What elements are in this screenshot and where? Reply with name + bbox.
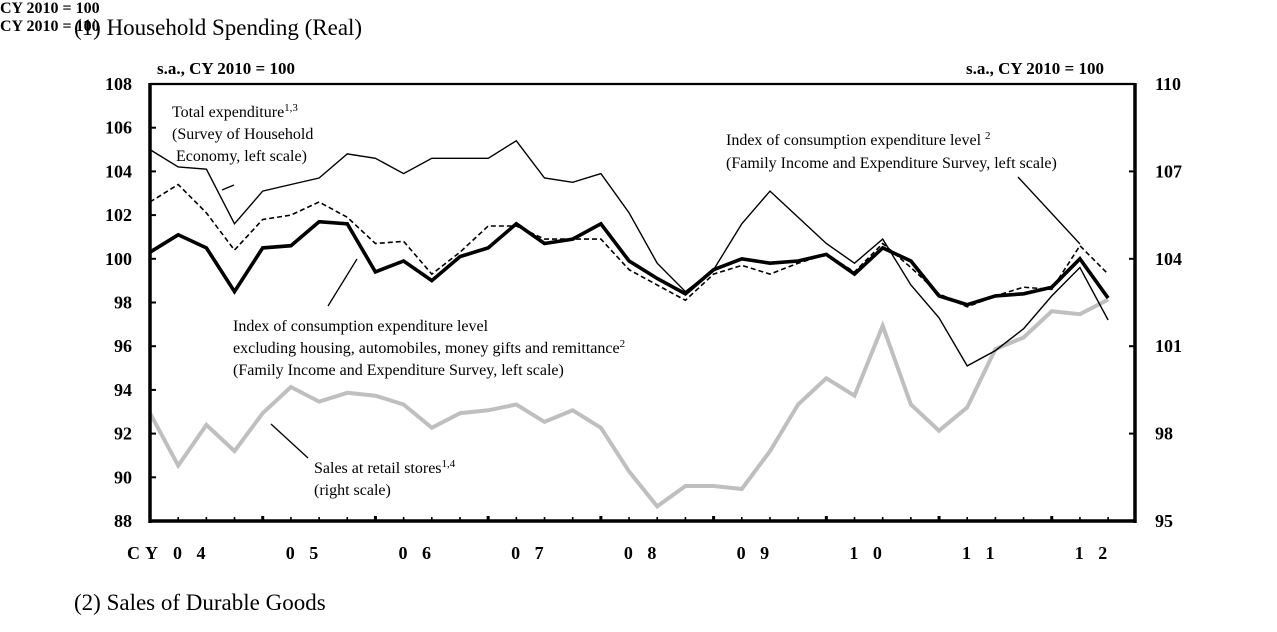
axes-layer: 108 106 104 102 100 98 96 94 92 90 88 110 107 104 101 9…: [105, 74, 1182, 563]
x-year-label: 0 8: [624, 543, 662, 563]
left-tick-label: 100: [105, 249, 132, 269]
left-tick-label: 106: [105, 118, 132, 138]
annotation-consumption-index-line1: Index of consumption expenditure level 2: [726, 130, 991, 149]
left-tick-label: 94: [114, 380, 132, 400]
x-year-label: 0 5: [286, 543, 324, 563]
x-year-label: 0 6: [398, 543, 436, 563]
x-year-label: 0 9: [737, 543, 775, 563]
left-tick-label: 92: [114, 424, 132, 444]
annotation-consumption-excl-line1: Index of consumption expenditure level: [233, 318, 489, 335]
x-year-label: 1 0: [849, 543, 887, 563]
x-axis-prefix-label: CY: [127, 543, 163, 563]
leader-consumption-index-excl: [327, 258, 358, 307]
left-tick-label: 102: [105, 205, 132, 225]
right-tick-label: 98: [1155, 424, 1173, 444]
leader-retail-sales: [270, 423, 309, 459]
left-tick-label: 108: [105, 74, 132, 94]
annotation-total-expenditure-line3: Economy, left scale): [172, 148, 307, 165]
left-tick-label: 98: [114, 293, 132, 313]
left-tick-label: 104: [105, 161, 132, 181]
x-year-label: 1 2: [1075, 543, 1113, 563]
series-layer: [148, 139, 1110, 510]
panel2-left-unit-label: CY 2010 = 100: [0, 0, 100, 17]
right-tick-label: 101: [1155, 336, 1182, 356]
panel-title-durable-goods: (2) Sales of Durable Goods: [74, 590, 326, 615]
annotation-consumption-excl-line3: (Family Income and Expenditure Survey, l…: [233, 362, 564, 379]
panel-title-household-spending: (1) Household Spending (Real): [74, 15, 363, 40]
series-line-0: [149, 139, 1109, 367]
annotation-total-expenditure-line2: (Survey of Household: [172, 126, 313, 143]
x-year-label: 0 7: [511, 543, 549, 563]
left-tick-label: 88: [114, 511, 132, 531]
annotation-leaders: [221, 176, 1081, 459]
right-tick-label: 95: [1155, 511, 1173, 531]
leader-consumption-index: [1017, 176, 1081, 245]
right-tick-label: 104: [1155, 249, 1182, 269]
left-tick-label: 90: [114, 467, 132, 487]
right-tick-label: 110: [1155, 74, 1181, 94]
series-line-1: [149, 183, 1109, 308]
annotation-consumption-excl-line2: excluding housing, automobiles, money gi…: [233, 338, 625, 357]
leader-total-expenditure: [221, 184, 235, 191]
x-year-label: 0 4: [173, 543, 211, 563]
annotation-total-expenditure-line1: Total expenditure1,3: [172, 102, 298, 121]
x-year-label: 1 1: [962, 543, 1000, 563]
left-tick-label: 96: [114, 336, 132, 356]
panel2-right-unit-label: CY 2010 = 100: [0, 18, 100, 35]
annotation-layer: Total expenditure1,3 (Survey of Househol…: [172, 102, 1057, 499]
right-tick-label: 107: [1155, 161, 1182, 181]
series-line-3: [148, 297, 1110, 510]
series-line-2: [149, 219, 1110, 307]
right-axis-unit-label: s.a., CY 2010 = 100: [966, 59, 1104, 78]
annotation-consumption-index-line2: (Family Income and Expenditure Survey, l…: [726, 155, 1057, 172]
annotation-retail-sales-line1: Sales at retail stores1,4: [314, 458, 456, 477]
left-axis-unit-label: s.a., CY 2010 = 100: [157, 59, 295, 78]
annotation-retail-sales-line2: (right scale): [314, 482, 391, 499]
